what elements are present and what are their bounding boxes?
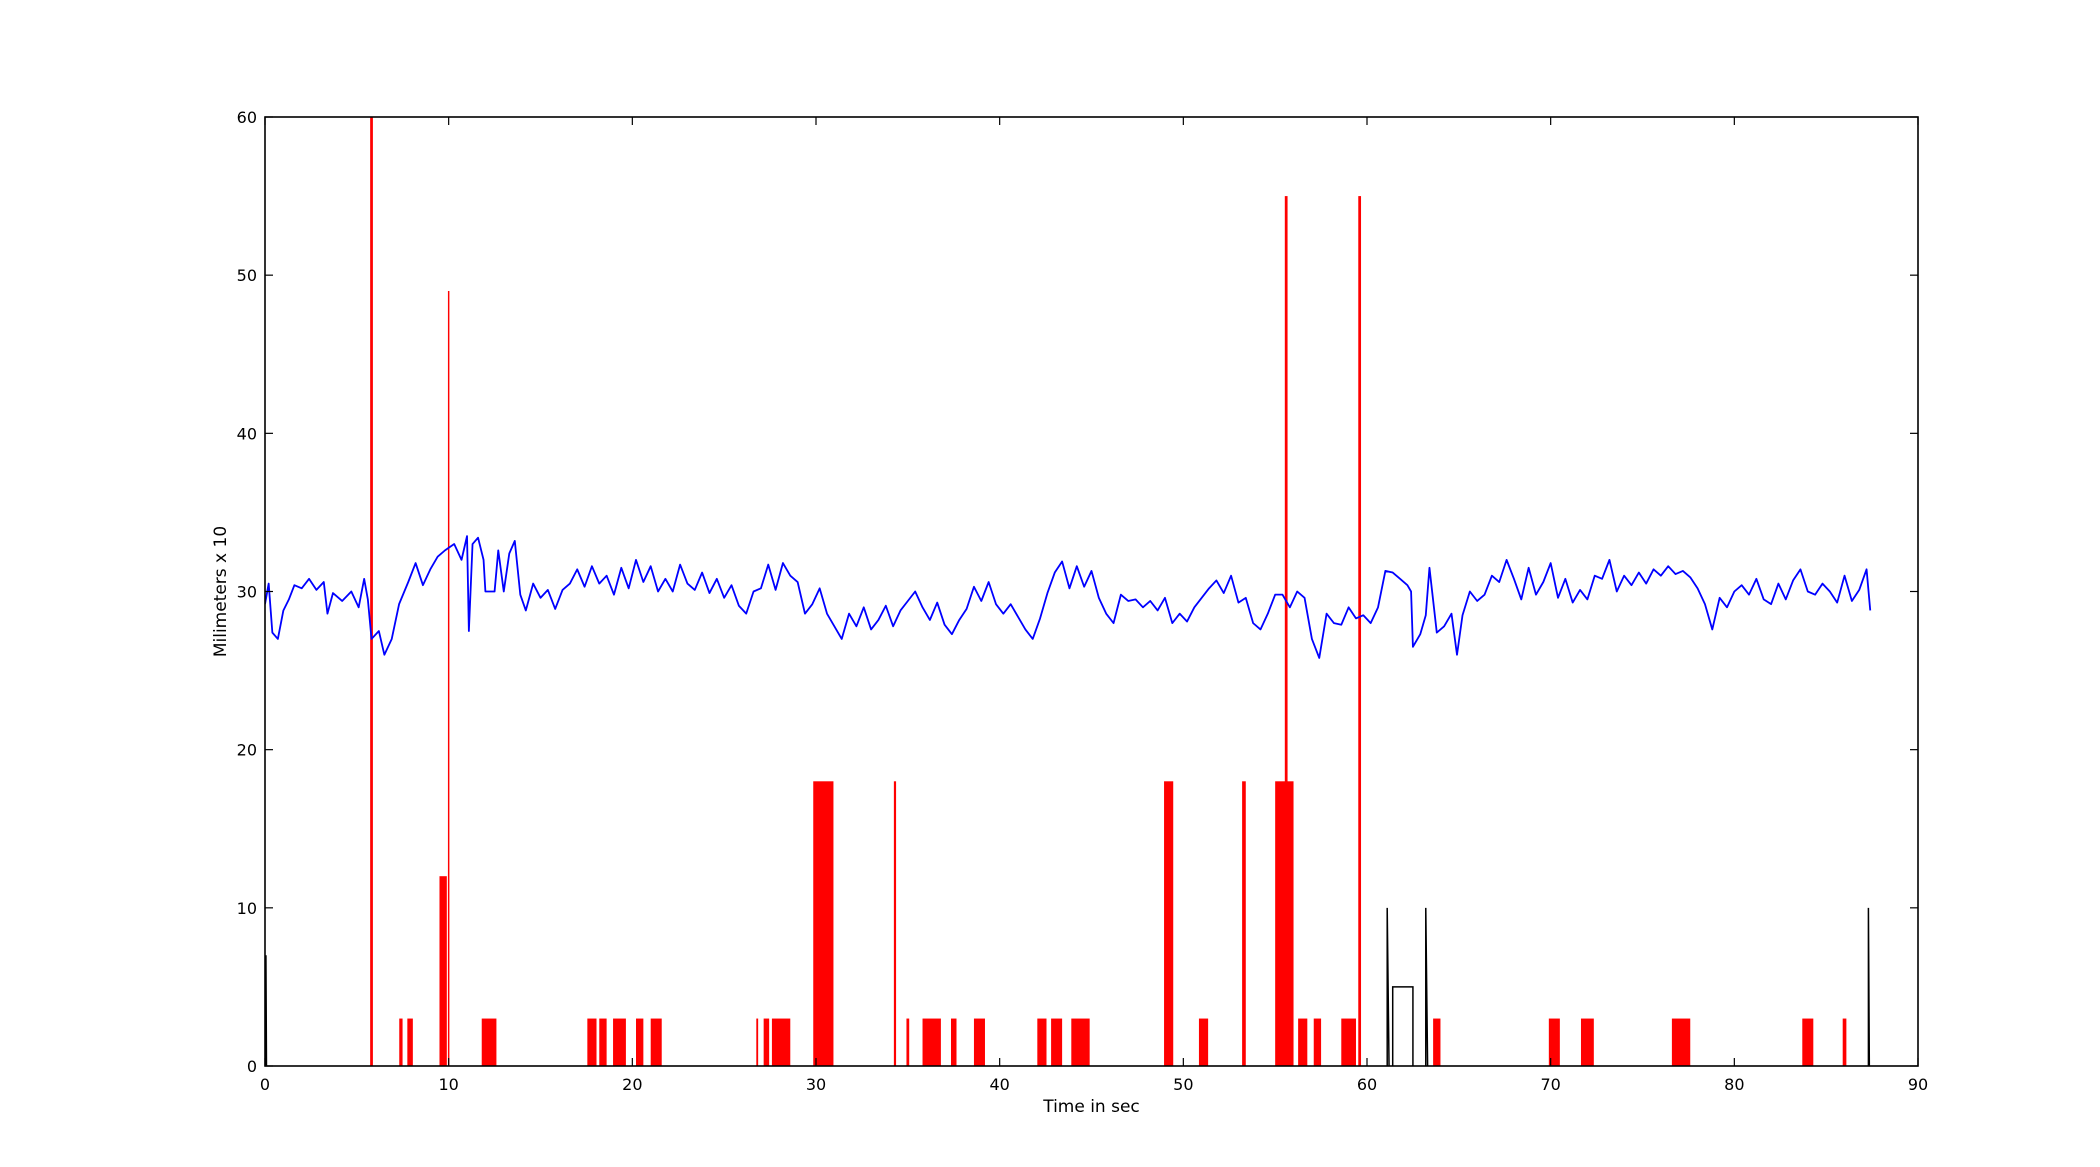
y-tick-label-5: 50 (237, 266, 257, 285)
bar-11 (756, 1018, 759, 1066)
bar-14 (813, 781, 834, 1066)
bar-5 (481, 1018, 497, 1066)
x-tick-label-3: 30 (806, 1075, 826, 1094)
y-tick-label-6: 60 (237, 108, 257, 127)
y-tick-label-0: 0 (247, 1057, 257, 1076)
bar-2 (407, 1018, 413, 1066)
y-tick-label-2: 20 (237, 741, 257, 760)
bar-12 (763, 1018, 770, 1066)
x-tick-label-4: 40 (989, 1075, 1009, 1094)
black-marker-2 (1391, 986, 1414, 1066)
x-tick-label-5: 50 (1173, 1075, 1193, 1094)
plot-frame (264, 116, 1919, 1067)
bar-25 (1242, 781, 1246, 1066)
bar-0 (370, 117, 373, 1066)
bar-21 (1051, 1018, 1063, 1066)
x-tick-label-0: 0 (260, 1075, 270, 1094)
bar-1 (399, 1018, 403, 1066)
bar-13 (771, 1018, 791, 1066)
bar-22 (1071, 1018, 1090, 1066)
plot-area (265, 117, 1872, 1066)
bar-35 (1671, 1018, 1691, 1066)
bar-31 (1358, 196, 1362, 1066)
bar-15 (893, 781, 897, 1066)
x-axis-label: Time in sec (1042, 1097, 1140, 1117)
bar-6 (587, 1018, 597, 1066)
x-tick-label-6: 60 (1357, 1075, 1377, 1094)
bar-29 (1313, 1018, 1322, 1066)
bar-3 (439, 876, 447, 1066)
bar-10 (650, 1018, 662, 1066)
x-tick-label-8: 80 (1724, 1075, 1744, 1094)
bar-27 (1284, 196, 1288, 1066)
bar-23 (1164, 781, 1174, 1066)
x-tick-label-7: 70 (1540, 1075, 1560, 1094)
y-tick-label-1: 10 (237, 899, 257, 918)
x-tick-label-9: 90 (1908, 1075, 1928, 1094)
bar-32 (1433, 1018, 1441, 1066)
bar-18 (950, 1018, 957, 1066)
black-marker-0 (265, 955, 268, 1066)
bar-16 (906, 1018, 910, 1066)
blue-signal-line (265, 535, 1872, 659)
bar-17 (922, 1018, 941, 1066)
bar-24 (1198, 1018, 1209, 1066)
bar-19 (973, 1018, 985, 1066)
bar-26 (1275, 781, 1294, 1066)
black-marker-4 (1867, 907, 1871, 1066)
bar-33 (1548, 1018, 1560, 1066)
bar-37 (1842, 1018, 1847, 1066)
bar-4 (447, 290, 450, 1066)
x-tick-label-1: 10 (438, 1075, 458, 1094)
plot-layer (265, 117, 1872, 1066)
bar-30 (1341, 1018, 1356, 1066)
y-tick-label-4: 40 (237, 424, 257, 443)
bar-28 (1298, 1018, 1308, 1066)
black-marker-3 (1425, 907, 1429, 1066)
y-axis-label: Milimeters x 10 (211, 526, 231, 657)
bar-8 (613, 1018, 626, 1066)
x-tick-label-2: 20 (622, 1075, 642, 1094)
y-tick-label-3: 30 (237, 583, 257, 602)
bar-36 (1802, 1018, 1814, 1066)
bar-20 (1037, 1018, 1047, 1066)
black-marker-1 (1386, 907, 1390, 1066)
bar-34 (1580, 1018, 1594, 1066)
bar-7 (599, 1018, 607, 1066)
axes-layer: 0 10 20 30 40 50 60 70 80 90 0 10 20 30 40 50 60 (237, 108, 1929, 1094)
bar-9 (636, 1018, 644, 1066)
